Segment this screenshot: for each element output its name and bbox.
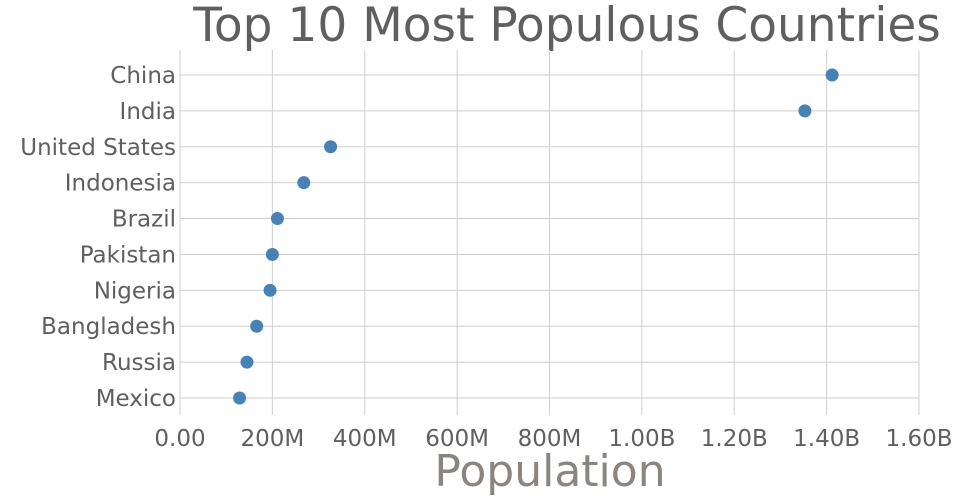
y-tick-labels: China India United States Indonesia Brazil Pa…	[20, 63, 176, 412]
x-tick-label: 200M	[241, 426, 305, 452]
x-tick-label: 1.20B	[701, 426, 768, 452]
x-tick-label: 600M	[425, 426, 489, 452]
data-points	[233, 68, 839, 405]
y-tick-label: Indonesia	[65, 171, 176, 197]
y-tick-label: China	[110, 63, 176, 89]
y-tick-label: Pakistan	[80, 242, 176, 268]
data-point	[297, 176, 311, 190]
data-point	[798, 104, 812, 118]
y-tick-label: United States	[20, 135, 176, 161]
x-tick-label: 1.60B	[886, 426, 953, 452]
y-tick-label: Mexico	[96, 386, 176, 412]
y-tick-label: Nigeria	[94, 278, 176, 304]
data-point	[324, 140, 338, 154]
data-point	[825, 68, 839, 82]
x-tick-label: 800M	[518, 426, 582, 452]
data-point	[263, 283, 277, 297]
y-tick-label: Bangladesh	[41, 314, 176, 340]
data-point	[265, 247, 279, 261]
x-tick-label: 1.40B	[793, 426, 860, 452]
data-point	[250, 319, 264, 333]
x-tick-label: 0.00	[154, 426, 205, 452]
x-axis-label: Population	[434, 446, 665, 497]
data-point	[233, 391, 247, 405]
data-point	[240, 355, 254, 369]
chart-title: Top 10 Most Populous Countries	[192, 0, 941, 53]
y-tick-label: India	[120, 99, 176, 125]
x-tick-labels: 0.00 200M 400M 600M 800M 1.00B 1.20B 1.40B 1.60B	[154, 426, 952, 452]
y-tick-label: Russia	[102, 350, 176, 376]
y-tick-label: Brazil	[112, 207, 176, 233]
x-tick-label: 400M	[333, 426, 397, 452]
data-point	[270, 212, 284, 226]
x-tick-label: 1.00B	[608, 426, 675, 452]
grid-layer	[179, 50, 920, 415]
